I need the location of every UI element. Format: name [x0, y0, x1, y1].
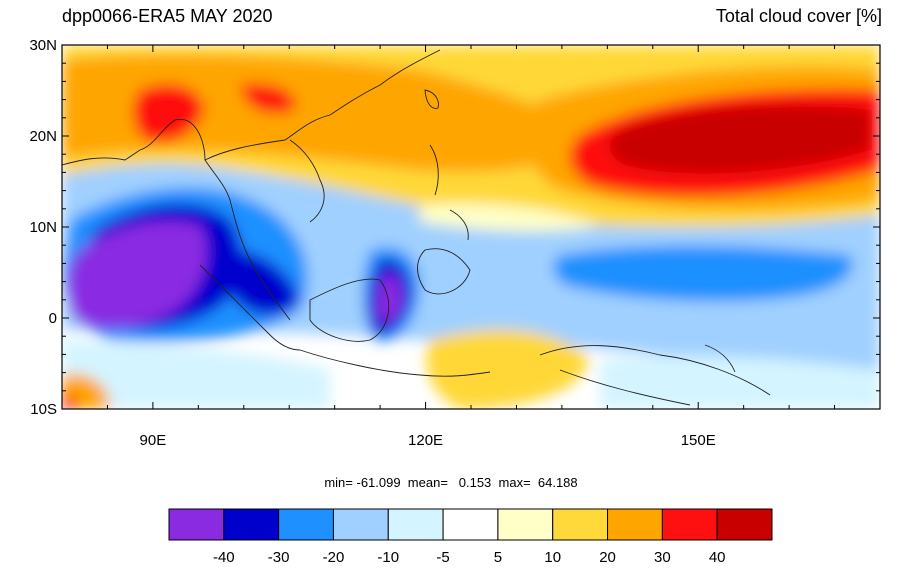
colorbar-swatch	[223, 508, 280, 541]
colorbar-swatch	[552, 508, 609, 541]
colorbar-label: 10	[544, 549, 561, 566]
colorbar-label: -20	[323, 549, 345, 566]
lat-tick-label: 10N	[29, 219, 57, 236]
colorbar-swatch	[278, 508, 334, 541]
colorbar-swatch	[716, 508, 773, 541]
colorbar-swatch	[168, 508, 225, 541]
lat-tick-label: 0	[49, 310, 57, 327]
plot-title-left: dpp0066-ERA5 MAY 2020	[62, 6, 273, 26]
colorbar: -40 -30 -20 -10 -5 5 10 20 30 40	[168, 508, 773, 566]
lon-tick-label: 150E	[681, 432, 716, 449]
colorbar-label: -10	[377, 549, 399, 566]
plot-title-right: Total cloud cover [%]	[715, 6, 882, 26]
lat-tick-label: 20N	[29, 128, 57, 145]
axis-ticks	[61, 44, 881, 410]
lon-tick-label: 90E	[140, 432, 167, 449]
colorbar-swatch	[661, 508, 718, 541]
colorbar-swatch	[607, 508, 663, 541]
colorbar-label: 40	[709, 549, 726, 566]
colorbar-label: 30	[654, 549, 671, 566]
field-statistics: min= -61.099 mean= 0.153 max= 64.188	[324, 475, 578, 490]
colorbar-swatch	[387, 508, 444, 541]
lat-tick-label: 10S	[30, 401, 57, 418]
coastlines	[62, 49, 771, 406]
colorbar-label: -30	[268, 549, 290, 566]
colorbar-swatch	[442, 508, 499, 541]
colorbar-swatch	[497, 508, 554, 541]
lat-tick-label: 30N	[29, 37, 57, 54]
colorbar-label: -40	[213, 549, 235, 566]
lon-tick-label: 120E	[408, 432, 443, 449]
colorbar-label: 20	[599, 549, 616, 566]
colorbar-swatch	[332, 508, 389, 541]
colorbar-label: 5	[494, 549, 502, 566]
colorbar-label: -5	[436, 549, 449, 566]
cloud-cover-field	[62, 45, 880, 409]
